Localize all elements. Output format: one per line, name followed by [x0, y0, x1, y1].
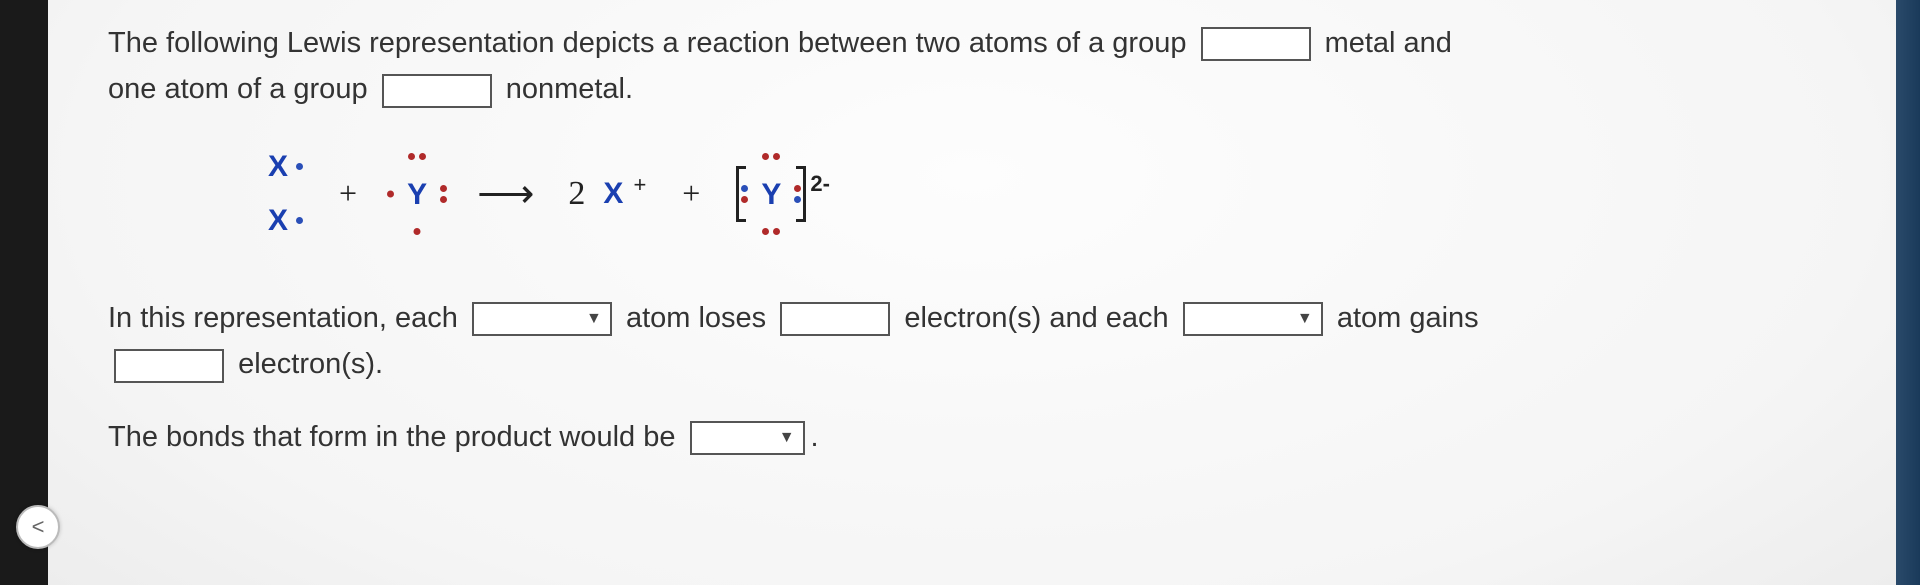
- chevron-down-icon: ▼: [586, 306, 602, 332]
- atom-gains-dropdown[interactable]: ▼: [1183, 302, 1323, 336]
- reactant-X-2-symbol: X: [268, 197, 288, 245]
- s2-part2: atom loses: [626, 302, 766, 334]
- reactant-Y-bottom-dot: [414, 228, 421, 235]
- product-Y-charge: 2-: [810, 166, 830, 201]
- question-panel: The following Lewis representation depic…: [48, 0, 1896, 585]
- s1-part1: The following Lewis representation depic…: [108, 27, 1186, 59]
- chevron-left-icon: <: [32, 514, 45, 540]
- reactant-X-2-dot: [296, 217, 303, 224]
- reactant-Y-right-dots: [440, 185, 447, 203]
- reactant-X-stack: X X: [268, 143, 303, 245]
- electrons-gained-input[interactable]: [114, 349, 224, 383]
- product-Y-right-dots: [794, 185, 801, 203]
- reactant-Y-symbol: Y: [407, 178, 427, 211]
- sentence-3: The bonds that form in the product would…: [108, 414, 1836, 460]
- bond-type-dropdown[interactable]: ▼: [690, 421, 805, 455]
- reactant-X-1-dot: [296, 163, 303, 170]
- lewis-equation: X X + Y ⟶: [268, 143, 1836, 245]
- product-Y-lewis: Y: [747, 157, 795, 231]
- sentence-2: In this representation, each ▼ atom lose…: [108, 295, 1836, 388]
- product-Y: Y 2-: [736, 166, 830, 222]
- product-X-charge: +: [633, 167, 646, 202]
- sentence-1: The following Lewis representation depic…: [108, 20, 1508, 113]
- product-X: 2 X +: [568, 167, 646, 221]
- chevron-down-icon: ▼: [779, 425, 795, 451]
- reactant-Y-top-dots: [408, 153, 426, 160]
- s1-part3: nonmetal.: [506, 73, 633, 105]
- metal-group-input[interactable]: [1201, 27, 1311, 61]
- reactant-X-1-symbol: X: [268, 143, 288, 191]
- s2-part3: electron(s) and each: [904, 302, 1168, 334]
- s2-part4: atom gains: [1337, 302, 1479, 334]
- product-Y-left-dots: [741, 185, 748, 203]
- atom-loses-dropdown[interactable]: ▼: [472, 302, 612, 336]
- reactant-Y: Y: [393, 157, 441, 231]
- product-Y-bracket: Y: [736, 166, 806, 222]
- right-border-bar: [1896, 0, 1920, 585]
- prev-button[interactable]: <: [16, 505, 60, 549]
- reaction-arrow: ⟶: [477, 162, 532, 226]
- reactant-Y-left-dot: [387, 190, 394, 197]
- plus-1: +: [339, 168, 357, 219]
- s3-part2: .: [811, 421, 819, 453]
- s3-part1: The bonds that form in the product would…: [108, 421, 675, 453]
- nonmetal-group-input[interactable]: [382, 74, 492, 108]
- product-Y-symbol: Y: [761, 178, 781, 211]
- product-Y-bottom-dots: [762, 228, 780, 235]
- reactant-X-2: X: [268, 197, 303, 245]
- electrons-lost-input[interactable]: [780, 302, 890, 336]
- product-Y-top-dots: [762, 153, 780, 160]
- s2-part1: In this representation, each: [108, 302, 458, 334]
- s2-part5: electron(s).: [238, 348, 383, 380]
- reactant-X-1: X: [268, 143, 303, 191]
- chevron-down-icon: ▼: [1297, 306, 1313, 332]
- product-X-coeff: 2: [568, 167, 585, 221]
- plus-2: +: [682, 168, 700, 219]
- product-X-symbol: X: [603, 170, 623, 218]
